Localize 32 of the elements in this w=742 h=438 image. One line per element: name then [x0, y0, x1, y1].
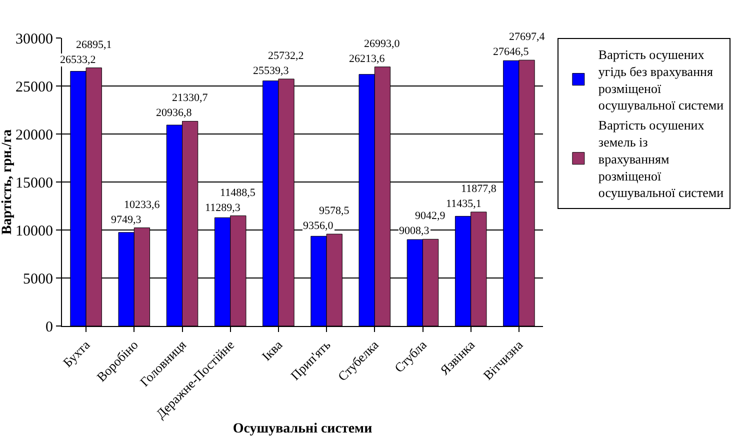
- data-label: 26993,0: [364, 38, 400, 50]
- y-tick-label: 30000: [16, 31, 53, 48]
- data-label: 9042,9: [415, 210, 446, 222]
- data-label: 9008,3: [399, 225, 430, 237]
- y-axis-title: Вартість, грн./га: [0, 129, 15, 235]
- data-label: 11289,3: [205, 202, 241, 214]
- data-label: 9356,0: [303, 220, 334, 232]
- legend-label: Вартість осушених угідь без врахування розміщеної осушувальної системи: [598, 47, 724, 113]
- y-tick-label: 15000: [16, 175, 53, 192]
- y-tick-label: 5000: [23, 271, 53, 288]
- x-tick-label: Іква: [258, 337, 286, 364]
- legend-label: Вартість осушених земель із врахуванням розміщеної осушувальної системи: [598, 118, 724, 200]
- data-label: 11435,1: [446, 198, 482, 210]
- data-label: 21330,7: [172, 92, 208, 104]
- data-label: 20936,8: [156, 107, 192, 119]
- data-label: 9578,5: [319, 205, 350, 217]
- data-label: 26213,6: [349, 53, 386, 65]
- data-label: 26895,1: [76, 39, 112, 51]
- data-label: 11488,5: [220, 187, 256, 199]
- data-label: 27697,4: [509, 31, 546, 43]
- data-label: 25539,3: [253, 65, 290, 77]
- data-label: 27646,5: [493, 46, 530, 58]
- data-label: 10233,6: [124, 199, 160, 211]
- data-label: 11877,8: [461, 183, 497, 195]
- y-tick-label: 25000: [16, 79, 53, 96]
- data-label: 26533,2: [60, 54, 96, 66]
- y-tick-label: 10000: [16, 223, 53, 240]
- data-label: 9749,3: [111, 214, 142, 226]
- x-axis-title: Осушувальні системи: [232, 422, 372, 437]
- data-label: 25732,2: [268, 50, 304, 62]
- y-tick-label: 20000: [16, 127, 53, 144]
- y-tick-label: 0: [46, 319, 53, 336]
